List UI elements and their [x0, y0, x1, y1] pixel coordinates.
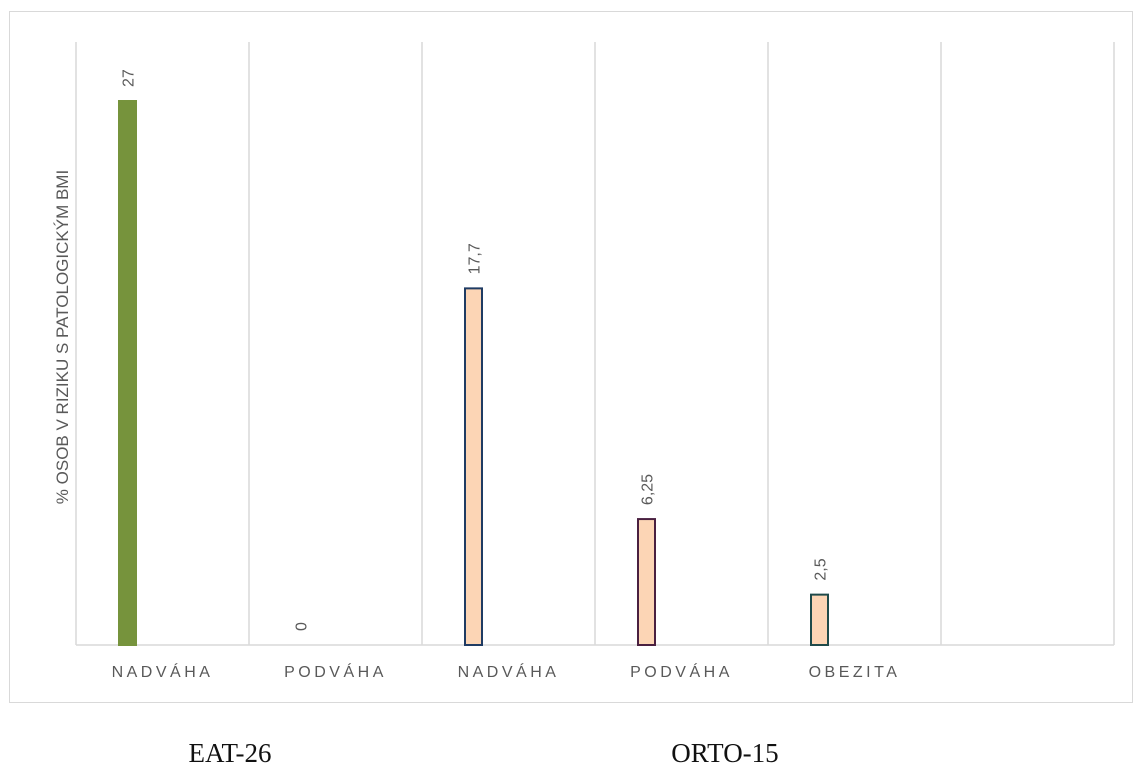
bar	[810, 593, 829, 647]
group-label-eat26: EAT-26	[188, 738, 272, 768]
x-tick-label: NADVÁHA	[112, 662, 214, 681]
x-tick-label: NADVÁHA	[458, 662, 560, 681]
x-tick-label: PODVÁHA	[630, 662, 733, 681]
grid-lines	[75, 42, 1115, 646]
x-tick-label: PODVÁHA	[284, 662, 387, 681]
data-label: 6,25	[640, 474, 657, 505]
data-labels: 27 0 17,7 6,25 2,5	[121, 69, 830, 631]
bars	[118, 100, 829, 647]
bar	[118, 100, 137, 646]
chart-frame	[9, 11, 1133, 703]
bar	[637, 518, 656, 647]
x-tick-label: OBEZITA	[809, 664, 901, 681]
data-label: 17,7	[467, 243, 484, 274]
bar	[464, 287, 483, 646]
data-label: 0	[294, 622, 311, 631]
x-tick-labels: NADVÁHA PODVÁHA NADVÁHA PODVÁHA OBEZITA	[112, 662, 901, 681]
group-label-orto15: ORTO-15	[671, 738, 779, 768]
y-axis-label: % OSOB V RIZIKU S PATOLOGICKÝM BMI	[53, 170, 72, 504]
data-label: 2,5	[813, 558, 830, 580]
data-label: 27	[121, 69, 138, 87]
